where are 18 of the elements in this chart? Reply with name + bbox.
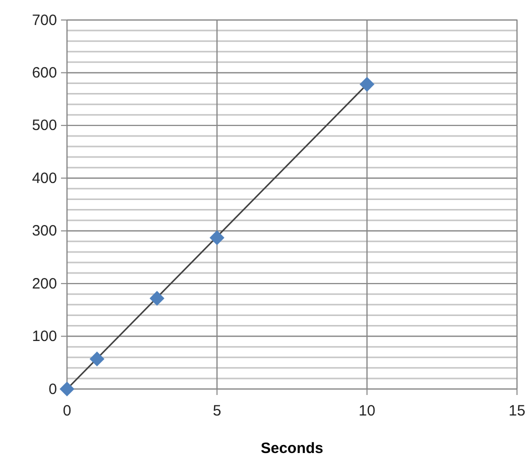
point	[90, 352, 104, 366]
x-tick-label: 5	[212, 402, 222, 420]
point	[60, 382, 74, 396]
x-axis-title: Seconds	[260, 440, 324, 457]
x-tick-label: 15	[508, 402, 525, 420]
point	[360, 76, 374, 92]
y-tick-label: 500	[32, 117, 57, 134]
x-tick-label: 0	[62, 402, 72, 420]
x-tick-label: 10	[358, 402, 376, 420]
point	[150, 290, 164, 306]
y-tick-label: 200	[32, 275, 57, 292]
y-tick-label: 400	[32, 170, 57, 187]
y-tick-label: 100	[32, 328, 57, 346]
y-tick-label: 600	[32, 64, 57, 82]
y-tick-label: 300	[32, 222, 57, 240]
y-tick-label: 0	[48, 380, 57, 398]
y-tick-label: 700	[32, 12, 57, 29]
point	[210, 230, 224, 246]
